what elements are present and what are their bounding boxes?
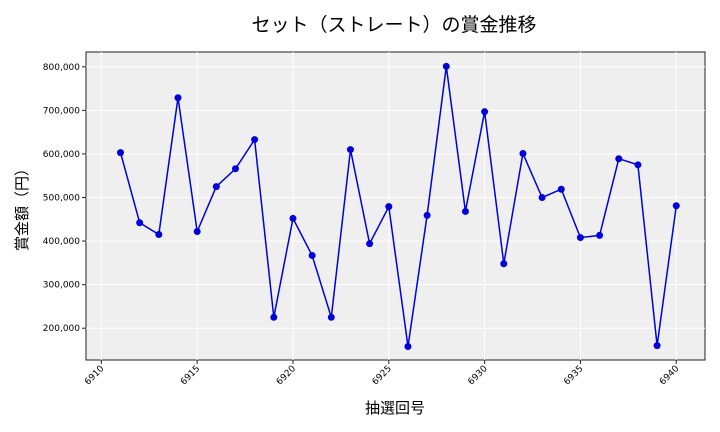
data-point [251,136,259,144]
data-point [212,183,220,191]
data-point [442,62,450,70]
x-tick-label: 6935 [562,364,585,387]
y-axis-label: 賞金額（円） [13,161,31,251]
y-tick-label: 700,000 [43,106,80,116]
data-point [193,227,201,235]
data-point [653,342,661,350]
data-point [327,313,335,321]
y-axis-ticks: 200,000 300,000 400,000 500,000 600,000 700,0… [43,63,86,334]
y-tick-label: 300,000 [43,281,80,291]
data-point [270,313,278,321]
y-tick-label: 200,000 [43,324,80,334]
data-point [136,219,144,227]
data-point [423,211,431,219]
x-tick-label: 6925 [371,364,394,387]
y-tick-label: 500,000 [43,194,80,204]
data-point [404,342,412,350]
data-point [116,149,124,157]
data-point [596,231,604,239]
data-point [385,203,393,211]
x-tick-label: 6930 [466,364,489,387]
x-tick-label: 6910 [83,364,106,387]
y-tick-label: 400,000 [43,237,80,247]
data-point [174,94,182,102]
data-point [519,150,527,158]
data-point [155,231,163,239]
y-tick-label: 600,000 [43,150,80,160]
data-point [231,165,239,173]
data-point [557,185,565,193]
data-point [461,207,469,215]
x-tick-label: 6915 [179,364,202,387]
data-point [672,202,680,210]
data-point [308,251,316,259]
chart-title: セット（ストレート）の賞金推移 [251,14,536,36]
y-tick-label: 800,000 [43,63,80,73]
data-point [538,194,546,202]
data-series [116,62,680,350]
data-point [289,214,297,222]
x-tick-label: 6920 [275,364,298,387]
x-tick-label: 6940 [658,364,681,387]
data-point [366,240,374,248]
data-point [346,146,354,154]
x-axis-label: 抽選回号 [365,399,425,417]
x-axis-ticks: 6910 6915 6920 6925 6930 6935 6940 [83,360,682,387]
data-point [634,161,642,169]
plot-area [85,51,706,361]
data-point [576,234,584,242]
data-point [615,155,623,163]
data-point [500,260,508,268]
grid-lines [86,52,705,360]
data-point [481,108,489,116]
